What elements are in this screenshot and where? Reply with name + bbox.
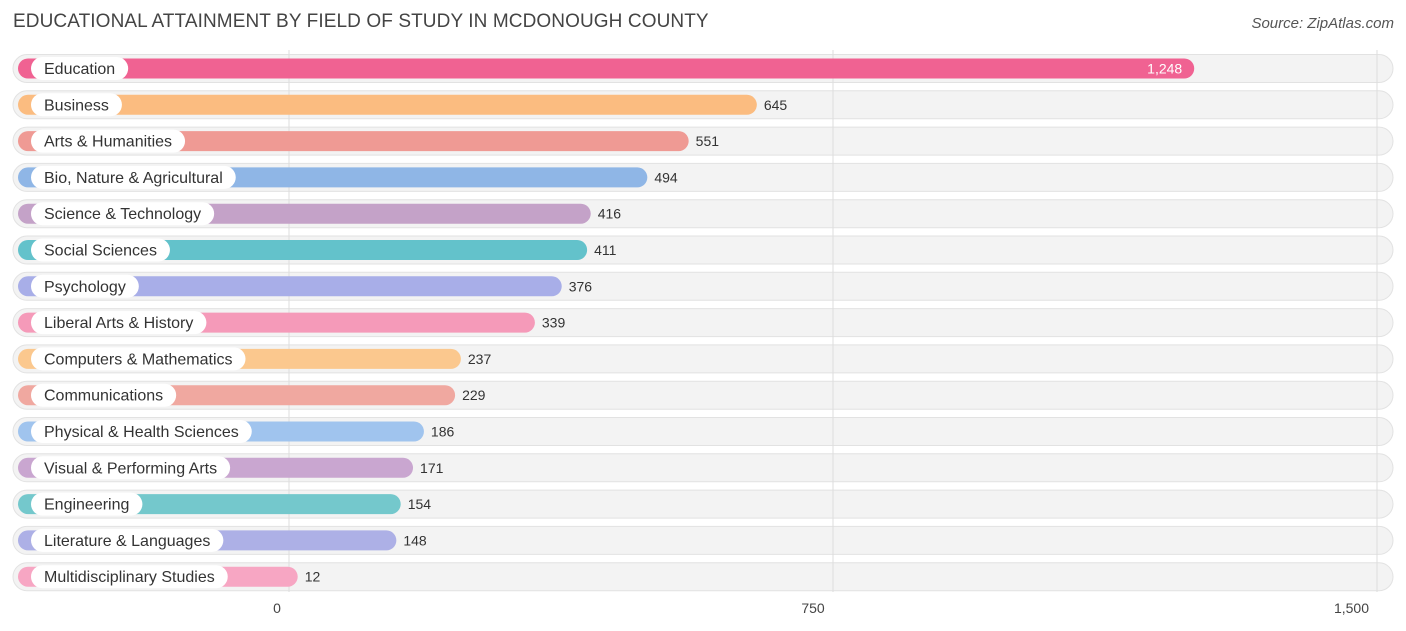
x-tick-label: 1,500 (1334, 600, 1369, 616)
value-label: 186 (431, 424, 455, 440)
bar-row: Education 1,248 (18, 57, 1195, 80)
value-label: 237 (468, 351, 492, 367)
x-tick-label: 0 (273, 600, 281, 616)
category-label-pill (31, 456, 231, 480)
category-label: Business (44, 97, 109, 114)
bar-row: Psychology 376 (18, 274, 593, 298)
value-label: 645 (764, 97, 788, 113)
category-label: Communications (44, 388, 163, 405)
bar-row: Engineering 154 (18, 492, 432, 516)
bar-row: Visual & Performing Arts 171 (18, 456, 444, 480)
value-label: 551 (696, 133, 720, 149)
category-label-pill (31, 165, 236, 189)
bar-row: Multidisciplinary Studies 12 (18, 565, 321, 589)
bar-row: Liberal Arts & History 339 (18, 311, 566, 335)
bar (18, 131, 689, 152)
value-label: 376 (569, 278, 593, 294)
bar-row: Communications 229 (18, 383, 486, 407)
value-label: 229 (462, 387, 486, 403)
category-label-pill (31, 93, 122, 117)
bar-row: Arts & Humanities 551 (18, 129, 720, 153)
bar-row: Social Sciences 411 (18, 238, 617, 262)
bar-track (12, 562, 1394, 592)
category-label-pill (31, 528, 224, 552)
bar-row: Computers & Mathematics 237 (18, 347, 492, 371)
category-label-pill (31, 565, 228, 589)
category-label: Science & Technology (44, 206, 201, 223)
category-label: Arts & Humanities (44, 134, 172, 151)
bar-row: Business 645 (18, 93, 788, 117)
value-label: 148 (403, 532, 427, 548)
value-label: 339 (542, 315, 566, 331)
category-label: Computers & Mathematics (44, 351, 233, 368)
category-label-pill (31, 202, 215, 226)
bar-row: Bio, Nature & Agricultural 494 (18, 165, 678, 189)
x-tick-label: 750 (801, 600, 825, 616)
bar (18, 94, 757, 115)
bar (18, 58, 1195, 79)
category-label: Bio, Nature & Agricultural (44, 170, 223, 187)
category-label: Education (44, 61, 115, 78)
value-label: 494 (654, 169, 678, 185)
bar-row: Science & Technology 416 (18, 202, 622, 226)
category-label: Liberal Arts & History (44, 315, 193, 332)
bar-row: Physical & Health Sciences 186 (18, 420, 454, 443)
category-label-pill (31, 129, 186, 153)
value-label: 171 (420, 460, 444, 476)
category-label: Literature & Languages (44, 533, 210, 550)
category-label: Engineering (44, 497, 129, 514)
category-label-pill (31, 57, 129, 80)
value-label: 416 (598, 206, 622, 222)
value-label: 12 (305, 569, 321, 585)
category-label-pill (31, 383, 177, 407)
source-note: Source: ZipAtlas.com (1251, 15, 1394, 32)
category-label-pill (31, 420, 252, 443)
bar-row: Literature & Languages 148 (18, 528, 427, 552)
bar (18, 276, 562, 297)
category-label: Visual & Performing Arts (44, 460, 217, 477)
value-label: 1,248 (1147, 61, 1182, 77)
chart-title: EDUCATIONAL ATTAINMENT BY FIELD OF STUDY… (13, 11, 709, 32)
category-label-pill (31, 238, 170, 262)
category-label: Physical & Health Sciences (44, 424, 239, 441)
category-label-pill (31, 492, 143, 516)
value-label: 154 (408, 496, 432, 512)
category-label-pill (31, 347, 246, 371)
category-label-pill (31, 311, 207, 335)
value-label: 411 (594, 242, 617, 258)
category-label-pill (31, 274, 139, 298)
category-label: Psychology (44, 279, 126, 296)
category-label: Multidisciplinary Studies (44, 569, 215, 586)
category-label: Social Sciences (44, 243, 157, 260)
